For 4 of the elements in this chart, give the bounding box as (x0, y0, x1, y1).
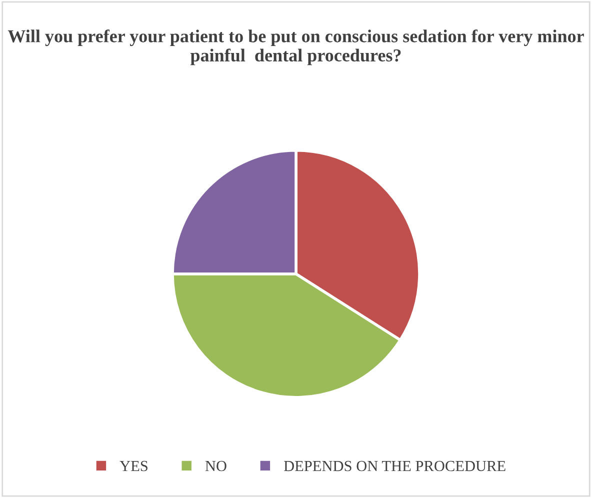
chart-title: Will you prefer your patient to be put on conscious sedation for very minor painful dental procedures? (8, 29, 584, 66)
legend-label: DEPENDS ON THE PROCEDURE (284, 460, 506, 472)
legend-label: NO (205, 460, 226, 472)
legend-label: YES (120, 460, 148, 472)
